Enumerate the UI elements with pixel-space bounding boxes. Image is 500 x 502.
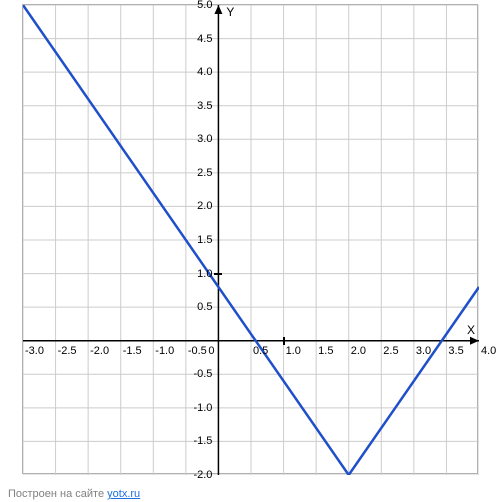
y-tick-label: 3.5	[197, 100, 212, 112]
y-tick-label: 1.5	[197, 234, 212, 246]
x-tick-label: 2.5	[383, 345, 398, 357]
y-tick-label: 1.0	[197, 268, 212, 280]
y-tick-label: 2.0	[197, 200, 212, 212]
x-tick-label: 4.0	[481, 345, 496, 357]
y-tick-label: 4.5	[197, 33, 212, 45]
x-tick-label: -3.0	[25, 345, 44, 357]
x-tick-label: 0.5	[253, 345, 268, 357]
x-unit-notch	[283, 337, 285, 345]
y-tick-label: 5.0	[197, 0, 212, 11]
x-tick-label: -1.0	[155, 345, 174, 357]
y-tick-label: -2.0	[193, 469, 212, 481]
x-tick-label: -2.0	[90, 345, 109, 357]
x-tick-label: 2.0	[351, 345, 366, 357]
y-tick-label: 3.0	[197, 133, 212, 145]
y-tick-label: 0.5	[197, 301, 212, 313]
x-tick-label: 1.5	[318, 345, 333, 357]
y-tick-label: -1.0	[193, 402, 212, 414]
y-tick-label: -0.5	[193, 368, 212, 380]
footer: Построен на сайте yotx.ru	[8, 488, 140, 500]
x-tick-label: -2.5	[58, 345, 77, 357]
x-tick-label: -1.5	[123, 345, 142, 357]
footer-prefix: Построен на сайте	[8, 488, 107, 500]
x-tick-label: 3.0	[416, 345, 431, 357]
chart-svg	[23, 5, 479, 475]
y-tick-label: 4.0	[197, 66, 212, 78]
x-tick-label: -0.5	[188, 345, 207, 357]
x-tick-label: 0	[208, 345, 214, 357]
footer-link[interactable]: yotx.ru	[107, 488, 140, 500]
plot-area: -3.0-2.5-2.0-1.5-1.0-0.500.51.01.52.02.5…	[22, 4, 478, 474]
y-axis-label: Y	[226, 5, 234, 19]
y-tick-label: -1.5	[193, 435, 212, 447]
x-axis-label: X	[467, 323, 475, 337]
y-unit-notch	[214, 273, 222, 275]
x-tick-label: 1.0	[286, 345, 301, 357]
x-tick-label: 3.5	[448, 345, 463, 357]
y-tick-label: 2.5	[197, 167, 212, 179]
grid	[23, 5, 479, 475]
